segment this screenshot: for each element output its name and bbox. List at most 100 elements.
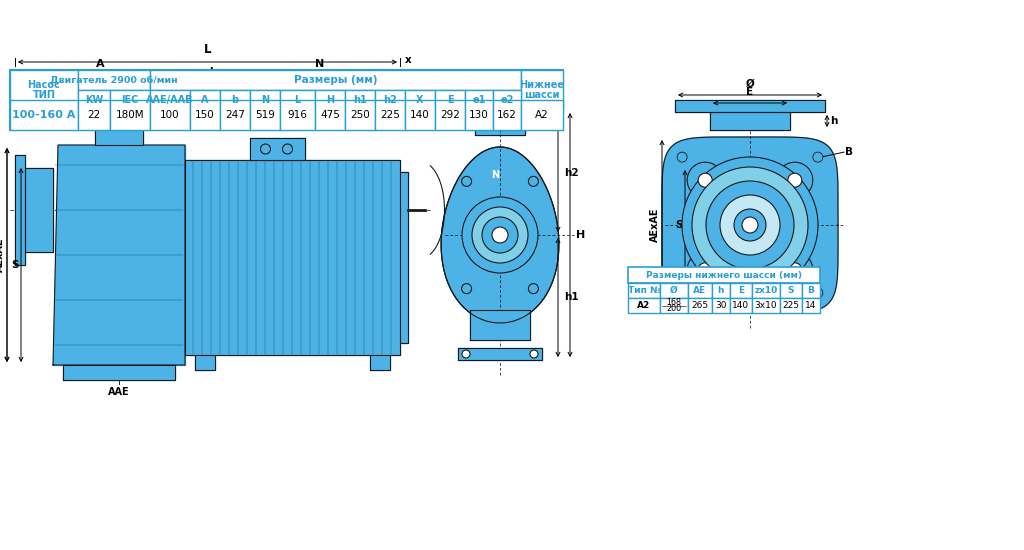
Text: Размеры (мм): Размеры (мм) xyxy=(294,75,377,85)
FancyBboxPatch shape xyxy=(345,100,375,130)
Text: B: B xyxy=(845,147,853,157)
Text: X: X xyxy=(416,95,424,105)
Circle shape xyxy=(706,181,794,269)
FancyBboxPatch shape xyxy=(406,100,435,130)
FancyBboxPatch shape xyxy=(660,298,688,313)
Text: 475: 475 xyxy=(321,110,340,120)
FancyBboxPatch shape xyxy=(712,298,730,313)
FancyBboxPatch shape xyxy=(628,283,660,298)
Text: Двигатель 2900 об/мин: Двигатель 2900 об/мин xyxy=(50,75,178,85)
Text: 292: 292 xyxy=(440,110,460,120)
FancyBboxPatch shape xyxy=(435,90,465,110)
Text: N: N xyxy=(261,95,269,105)
Text: A2: A2 xyxy=(536,110,549,120)
Text: 22: 22 xyxy=(87,110,100,120)
FancyBboxPatch shape xyxy=(250,90,280,110)
Circle shape xyxy=(482,217,518,253)
FancyBboxPatch shape xyxy=(465,90,493,110)
Text: 140: 140 xyxy=(411,110,430,120)
Text: zx10: zx10 xyxy=(755,286,777,295)
Text: 916: 916 xyxy=(288,110,307,120)
FancyBboxPatch shape xyxy=(150,100,190,130)
Circle shape xyxy=(692,167,808,283)
Text: 150: 150 xyxy=(196,110,215,120)
Circle shape xyxy=(777,162,813,198)
Text: b: b xyxy=(231,95,239,105)
Text: AAE/AAB: AAE/AAB xyxy=(146,95,194,105)
Text: 200: 200 xyxy=(667,304,682,314)
FancyBboxPatch shape xyxy=(688,298,712,313)
FancyBboxPatch shape xyxy=(190,100,220,130)
Circle shape xyxy=(462,284,472,294)
FancyBboxPatch shape xyxy=(345,90,375,110)
Text: AExAE: AExAE xyxy=(650,208,660,242)
Polygon shape xyxy=(441,147,559,323)
FancyBboxPatch shape xyxy=(780,283,802,298)
Text: Тип №: Тип № xyxy=(628,286,660,295)
Circle shape xyxy=(720,195,780,255)
FancyBboxPatch shape xyxy=(78,90,110,110)
Text: 162: 162 xyxy=(497,110,517,120)
Text: S: S xyxy=(676,220,683,230)
Circle shape xyxy=(813,288,823,298)
Polygon shape xyxy=(63,365,175,380)
Text: 14: 14 xyxy=(805,301,817,310)
Circle shape xyxy=(682,157,818,293)
Circle shape xyxy=(462,177,472,186)
FancyBboxPatch shape xyxy=(375,90,406,110)
FancyBboxPatch shape xyxy=(315,90,345,110)
FancyBboxPatch shape xyxy=(280,90,315,110)
Circle shape xyxy=(528,284,539,294)
Text: KW: KW xyxy=(85,95,103,105)
Polygon shape xyxy=(195,355,215,370)
Text: 100-160 A: 100-160 A xyxy=(12,110,76,120)
Text: 168: 168 xyxy=(667,298,682,307)
Circle shape xyxy=(492,227,508,243)
FancyBboxPatch shape xyxy=(521,70,563,110)
Circle shape xyxy=(260,144,270,154)
Text: 247: 247 xyxy=(225,110,245,120)
Circle shape xyxy=(787,173,802,187)
Text: 180M: 180M xyxy=(116,110,144,120)
Text: 265: 265 xyxy=(691,301,709,310)
FancyBboxPatch shape xyxy=(628,298,660,313)
Text: Размеры нижнего шасси (мм): Размеры нижнего шасси (мм) xyxy=(646,271,802,279)
Polygon shape xyxy=(25,168,53,252)
Text: e1: e1 xyxy=(472,95,485,105)
Polygon shape xyxy=(95,112,143,145)
Text: 140: 140 xyxy=(732,301,750,310)
Text: E: E xyxy=(746,87,754,97)
Text: h1: h1 xyxy=(353,95,367,105)
Text: E1: E1 xyxy=(476,86,489,96)
Text: B: B xyxy=(808,286,814,295)
Circle shape xyxy=(677,288,687,298)
Text: h2: h2 xyxy=(383,95,397,105)
Text: 30: 30 xyxy=(715,301,727,310)
Text: Ø: Ø xyxy=(745,79,755,89)
FancyBboxPatch shape xyxy=(220,100,250,130)
Circle shape xyxy=(528,177,539,186)
Circle shape xyxy=(462,350,470,358)
Text: N: N xyxy=(315,59,325,69)
Text: h2: h2 xyxy=(564,168,579,178)
Circle shape xyxy=(469,112,477,120)
Circle shape xyxy=(687,252,723,288)
FancyBboxPatch shape xyxy=(150,90,190,110)
Polygon shape xyxy=(470,310,530,340)
Text: AAB: AAB xyxy=(108,85,130,95)
Circle shape xyxy=(472,207,528,263)
Text: E: E xyxy=(738,286,744,295)
Text: N: N xyxy=(490,170,499,180)
Text: A: A xyxy=(95,59,104,69)
FancyBboxPatch shape xyxy=(802,298,820,313)
Polygon shape xyxy=(83,100,155,112)
FancyBboxPatch shape xyxy=(521,100,563,130)
FancyBboxPatch shape xyxy=(315,100,345,130)
FancyBboxPatch shape xyxy=(435,100,465,130)
Text: h: h xyxy=(718,286,724,295)
Text: ТИП: ТИП xyxy=(33,90,55,100)
FancyBboxPatch shape xyxy=(375,100,406,130)
Text: A: A xyxy=(202,95,209,105)
Text: 519: 519 xyxy=(255,110,274,120)
FancyBboxPatch shape xyxy=(280,100,315,130)
